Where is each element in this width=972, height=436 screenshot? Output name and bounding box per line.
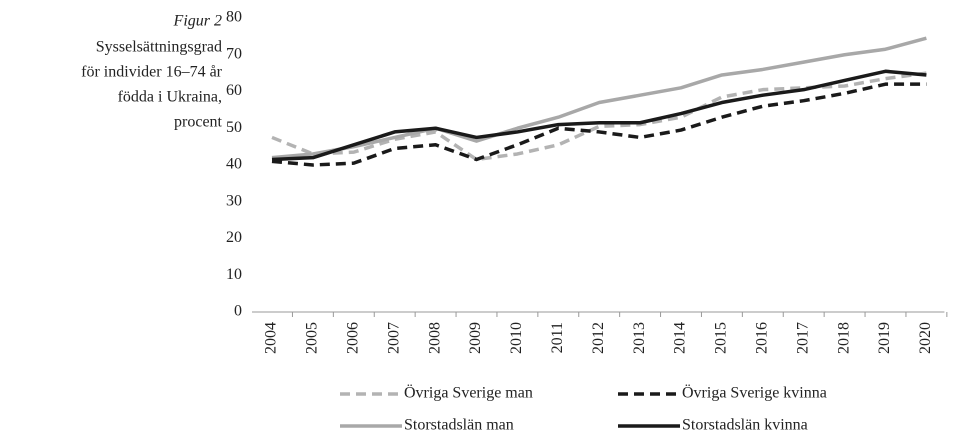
y-tick-label: 30 [226,192,242,209]
legend-label: Storstadslän man [404,417,514,434]
x-tick-label: 2005 [304,322,321,354]
x-tick-label: 2013 [631,322,648,354]
x-tick-label: 2004 [263,322,280,354]
chart-subtitle: födda i Ukraina, [118,89,222,106]
x-tick-label: 2018 [835,322,852,354]
y-tick-label: 0 [234,303,242,320]
line [271,36,927,160]
line [271,71,927,162]
legend-label: Övriga Sverige man [404,384,533,402]
y-tick-label: 10 [226,266,242,283]
chart-title: Figur 2 [173,13,222,30]
y-tick-label: 60 [226,82,242,99]
x-tick-label: 2007 [385,322,402,354]
chart-subtitle: Sysselsättningsgrad [96,39,222,56]
x-tick-label: 2009 [467,322,484,354]
y-tick-label: 80 [226,9,242,26]
y-tick-label: 20 [226,229,242,246]
y-tick-label: 40 [226,156,242,173]
chart-subtitle: procent [174,114,223,131]
y-tick-label: 50 [226,119,242,136]
x-tick-label: 2011 [549,322,566,353]
x-tick-label: 2010 [508,322,525,354]
x-tick-label: 2016 [753,322,770,354]
x-tick-label: 2006 [344,322,361,354]
x-tick-label: 2020 [917,322,934,354]
x-tick-label: 2014 [672,322,689,354]
x-tick-label: 2017 [794,322,811,354]
line [271,82,927,167]
y-tick-label: 70 [226,45,242,62]
line [271,69,927,162]
legend-label: Storstadslän kvinna [682,417,808,434]
x-tick-label: 2019 [876,322,893,354]
x-tick-label: 2012 [590,322,607,354]
x-tick-label: 2015 [713,322,730,354]
x-tick-label: 2008 [426,322,443,354]
chart-subtitle: för individer 16–74 år [81,64,223,81]
legend-label: Övriga Sverige kvinna [682,384,827,402]
